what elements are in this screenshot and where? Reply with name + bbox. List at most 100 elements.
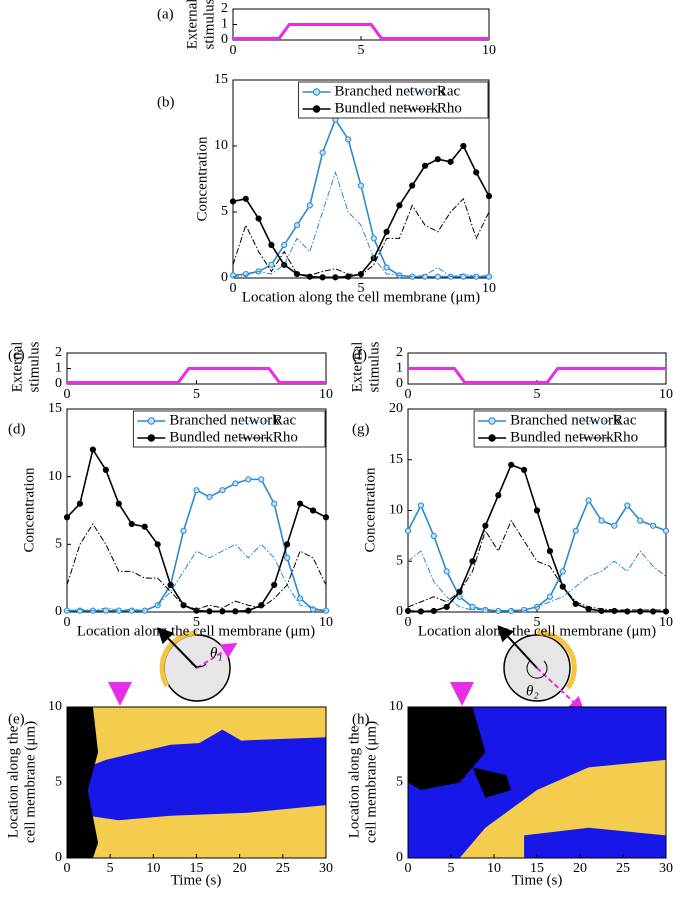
data-point <box>598 607 605 615</box>
angle-label: θ₂ <box>526 683 539 699</box>
x-tick-label: 0 <box>405 387 412 402</box>
y-tick-label: 1 <box>221 17 228 32</box>
data-point <box>284 541 291 548</box>
data-point <box>345 273 352 280</box>
legend-label: Branched network <box>510 412 621 428</box>
data-point <box>229 198 237 205</box>
data-point <box>258 476 265 483</box>
panel-label: (g) <box>352 421 370 437</box>
panel-label: (f) <box>352 347 367 363</box>
legend-box <box>473 410 666 448</box>
data-point <box>447 158 454 165</box>
data-point <box>637 517 644 524</box>
panel-label: (e) <box>8 711 25 727</box>
data-point <box>611 522 618 529</box>
legend-box <box>298 81 489 119</box>
data-point <box>430 607 437 615</box>
panel: (d) 0 5 10 0 5 10 15 Concentration Location along… <box>8 401 333 639</box>
x-tick-label: 10 <box>659 615 673 630</box>
panel: (a) 0 5 10 012 External stimulus <box>157 0 496 58</box>
series-line <box>407 519 666 611</box>
data-point <box>396 202 403 209</box>
series-line <box>66 543 327 612</box>
series-line <box>233 23 489 40</box>
data-point <box>255 215 262 222</box>
x-tick-label: 20 <box>233 861 247 876</box>
data-point <box>370 235 377 242</box>
y-tick-label: 15 <box>48 401 62 416</box>
data-point <box>281 241 288 249</box>
data-point <box>421 162 429 169</box>
y-axis-label: Concentration <box>362 467 378 552</box>
x-tick-label: 0 <box>405 861 412 876</box>
kymograph-region <box>67 737 326 821</box>
legend-label: Bundled network <box>335 100 439 116</box>
y-axis-label: External <box>9 342 25 393</box>
x-tick-label: 0 <box>64 387 71 402</box>
panel-label: (b) <box>157 94 175 110</box>
y-axis-label: External <box>184 0 200 49</box>
kymograph-region <box>472 767 512 798</box>
y-axis-label: Location along the <box>5 725 21 838</box>
data-point <box>508 461 515 468</box>
legend-label: Rho <box>273 429 298 445</box>
legend-label: Rho <box>613 429 638 445</box>
x-axis-label: Location along the cell membrane (μm) <box>418 623 656 639</box>
y-axis-label: Concentration <box>194 136 210 221</box>
panel-label: (a) <box>157 6 174 22</box>
data-point <box>521 466 528 473</box>
data-point <box>319 274 326 281</box>
data-point <box>598 517 605 524</box>
x-tick-label: 5 <box>358 281 365 296</box>
data-point <box>180 527 187 534</box>
data-point <box>219 487 226 494</box>
x-axis-label: Time (s) <box>171 872 222 888</box>
data-point <box>306 202 313 209</box>
y-tick-label: 5 <box>55 537 62 552</box>
x-tick-label: 5 <box>534 615 541 630</box>
data-point <box>271 581 278 589</box>
series-line <box>66 523 327 610</box>
legend-marker <box>147 434 156 442</box>
data-point <box>637 608 644 615</box>
y-tick-label: 20 <box>389 401 403 416</box>
x-tick-label: 5 <box>107 861 114 876</box>
data-point <box>115 500 122 507</box>
y-axis-label: cell membrane (μm) <box>363 721 379 843</box>
data-point <box>650 522 657 529</box>
legend-label: Rac <box>613 412 637 428</box>
series-line <box>408 367 666 384</box>
data-point <box>473 169 480 176</box>
x-tick-label: 0 <box>64 615 71 630</box>
data-point <box>242 195 249 202</box>
x-tick-label: 0 <box>405 615 412 630</box>
x-tick-label: 5 <box>358 43 365 58</box>
y-tick-label: 0 <box>55 850 62 865</box>
kymograph-region <box>183 729 262 783</box>
panel: (g) 0 5 10 0 5 10 15 20 Concentration Location alo… <box>352 401 673 639</box>
data-point <box>193 487 200 494</box>
data-point <box>533 507 541 514</box>
x-tick-label: 5 <box>193 615 200 630</box>
y-tick-label: 0 <box>221 270 228 285</box>
data-point <box>357 182 365 189</box>
data-point <box>443 603 450 611</box>
legend-marker <box>488 417 496 425</box>
x-tick-label: 0 <box>64 861 71 876</box>
data-point <box>469 603 476 611</box>
x-tick-label: 10 <box>487 861 501 876</box>
legend-box <box>132 410 326 448</box>
series-line <box>232 117 489 278</box>
x-tick-label: 10 <box>482 281 496 296</box>
x-axis-label: Time (s) <box>512 872 563 888</box>
y-tick-label: 2 <box>221 1 228 16</box>
x-tick-label: 10 <box>482 43 496 58</box>
y-axis-label: stimulus <box>201 0 217 49</box>
data-point <box>495 492 502 499</box>
data-point <box>485 193 493 200</box>
y-axis-label: Concentration <box>21 467 37 552</box>
x-tick-label: 10 <box>659 387 673 402</box>
data-point <box>89 446 97 453</box>
